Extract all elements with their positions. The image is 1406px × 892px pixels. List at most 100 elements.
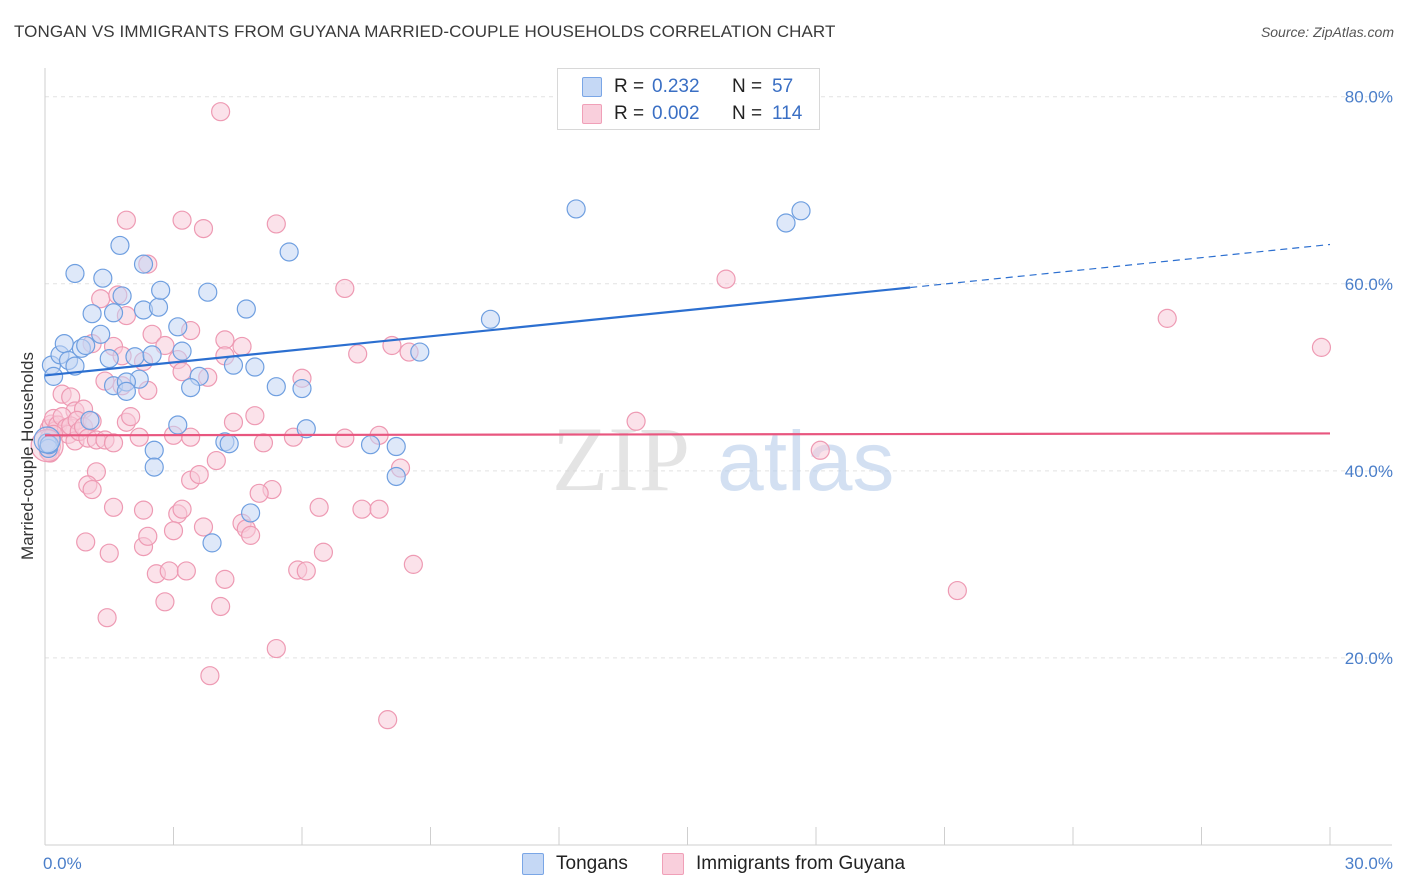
- tongan-point: [292, 378, 312, 399]
- guyana-point: [249, 483, 269, 503]
- guyana-point: [335, 428, 355, 448]
- guyana-point: [313, 542, 334, 562]
- guyana-point: [142, 324, 162, 344]
- n-value: 57: [772, 76, 794, 97]
- tongan-point: [219, 434, 239, 454]
- tongan-point: [776, 213, 796, 233]
- tongan-point: [172, 341, 192, 361]
- r-label: R =: [614, 103, 645, 124]
- guyana-point: [1311, 337, 1332, 357]
- guyana-legend-swatch: [662, 853, 684, 875]
- guyana-point: [206, 450, 226, 471]
- stats-row-guyana: R = 0.002 N = 114: [582, 102, 802, 126]
- y-tick-label: 60.0%: [1345, 275, 1393, 294]
- tongan-point: [198, 282, 218, 302]
- tongan-point: [168, 317, 188, 337]
- guyana-point: [626, 411, 646, 431]
- tongan-point: [245, 357, 265, 377]
- guyana-point: [211, 102, 231, 122]
- guyana-point: [241, 525, 261, 545]
- series-immigrants-from-guyana: [30, 102, 1332, 730]
- tongan-point: [80, 410, 100, 430]
- r-label: R =: [614, 76, 645, 97]
- guyana-swatch: [582, 104, 602, 124]
- legend-item-tongans[interactable]: Tongans: [522, 851, 628, 877]
- tongan-point: [116, 381, 136, 401]
- guyana-point: [103, 433, 124, 453]
- guyana-point: [172, 362, 192, 382]
- guyana-point: [215, 569, 235, 589]
- r-value: 0.002: [652, 103, 700, 124]
- guyana-point: [103, 497, 124, 517]
- tongan-point: [241, 503, 261, 523]
- guyana-point: [155, 335, 175, 356]
- guyana-point: [266, 214, 286, 234]
- tongan-point: [144, 440, 164, 460]
- tongan-cluster-point: [33, 426, 61, 454]
- guyana-point: [215, 330, 235, 350]
- tongan-point: [65, 356, 85, 376]
- tongan-point: [103, 303, 124, 323]
- tongan-point: [43, 366, 64, 386]
- tongan-point: [133, 254, 154, 274]
- x-tick-label-min: 0.0%: [43, 854, 82, 873]
- tongan-point: [76, 335, 96, 356]
- tongan-point: [82, 304, 102, 324]
- guyana-point: [1157, 308, 1177, 328]
- stats-legend: R = 0.232 N = 57 R = 0.002 N = 114: [557, 68, 820, 130]
- guyana-point: [189, 464, 209, 485]
- legend-item-guyana[interactable]: Immigrants from Guyana: [662, 851, 905, 877]
- gridlines: [45, 96, 1392, 659]
- x-tick-label-max: 30.0%: [1345, 854, 1393, 873]
- guyana-point: [181, 427, 201, 447]
- tongan-point: [99, 349, 119, 369]
- tongan-point: [266, 377, 286, 397]
- guyana-point: [121, 407, 141, 427]
- tongan-point: [181, 378, 201, 398]
- guyana-point: [716, 269, 736, 289]
- guyana-point: [352, 499, 372, 519]
- n-value: 114: [772, 103, 803, 124]
- y-tick-label: 40.0%: [1345, 462, 1393, 481]
- tongan-point: [279, 242, 299, 262]
- tongan-point: [223, 355, 244, 375]
- guyana-point: [253, 433, 274, 453]
- guyana-point: [378, 710, 398, 730]
- legend-label-guyana: Immigrants from Guyana: [696, 853, 906, 874]
- guyana-point: [266, 638, 286, 659]
- tongan-point: [236, 299, 256, 319]
- guyana-point: [129, 427, 149, 447]
- series-tongans: [33, 199, 811, 553]
- guyana-trend-line: [44, 432, 1331, 437]
- tongan-point: [386, 466, 406, 487]
- guyana-point: [245, 406, 265, 426]
- tongan-point: [142, 345, 162, 365]
- chart-title: TONGAN VS IMMIGRANTS FROM GUYANA MARRIED…: [14, 22, 836, 41]
- guyana-point: [211, 596, 231, 617]
- guyana-point: [133, 500, 154, 520]
- stats-row-tongans: R = 0.232 N = 57: [582, 75, 793, 99]
- watermark-zip: ZIP: [552, 408, 690, 510]
- guyana-point: [116, 210, 136, 230]
- guyana-point: [76, 532, 96, 552]
- guyana-point: [223, 412, 244, 432]
- series-legend: Tongans Immigrants from Guyana: [0, 851, 1406, 877]
- tongan-point: [110, 235, 130, 256]
- guyana-point: [172, 210, 192, 230]
- guyana-point: [296, 561, 316, 581]
- tongan-point: [480, 309, 501, 329]
- tongan-point: [296, 419, 316, 439]
- guyana-point: [810, 440, 830, 460]
- tongan-point: [125, 347, 145, 367]
- legend-label-tongans: Tongans: [556, 853, 628, 874]
- tongan-point: [148, 297, 169, 317]
- tongans-trend-extension: [910, 243, 1331, 289]
- guyana-point: [200, 666, 220, 686]
- tongans-trend-line: [44, 286, 911, 377]
- tongan-point: [386, 436, 406, 457]
- tick-labels: 20.0% 40.0% 60.0% 80.0% 0.0% 30.0%: [43, 88, 1393, 873]
- tongan-point: [91, 324, 111, 344]
- guyana-point: [947, 580, 967, 601]
- guyana-point: [163, 521, 184, 541]
- guyana-point: [172, 499, 192, 519]
